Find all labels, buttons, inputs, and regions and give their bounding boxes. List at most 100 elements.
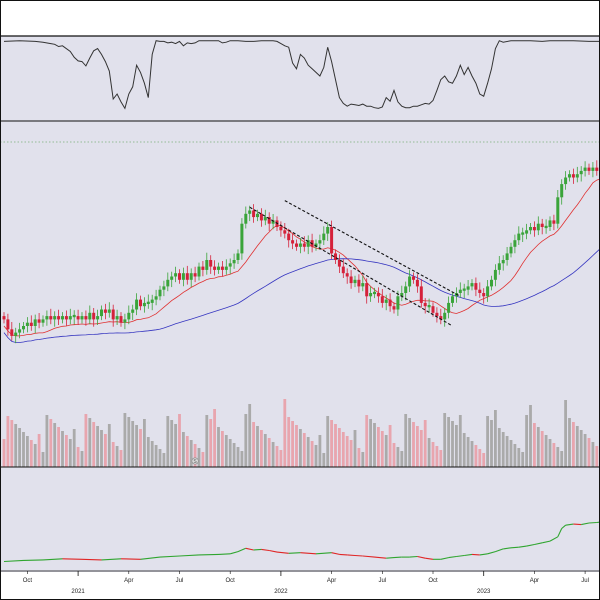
volume-bar [185, 436, 189, 467]
candle-body [431, 306, 435, 313]
candle-body [166, 279, 170, 287]
candle-body [415, 279, 419, 287]
volume-bar [521, 452, 525, 467]
rs-line-segment [518, 545, 527, 548]
volume-bar [412, 422, 415, 467]
month-tick-label: Apr [327, 578, 336, 584]
volume-bar [435, 446, 439, 467]
candle-body [10, 329, 14, 336]
candle-body [240, 223, 244, 254]
candle-body [96, 316, 100, 320]
volume-bar [431, 442, 435, 467]
volume-bar [575, 426, 579, 467]
rs-line-segment [269, 549, 278, 553]
candle-body [536, 223, 540, 231]
candle-body [595, 167, 599, 171]
rs-line-segment [409, 555, 418, 558]
candle-body [295, 243, 298, 247]
rs-line-segment [230, 551, 239, 555]
volume-bar [189, 440, 193, 467]
candle-body [322, 233, 326, 241]
candle-body [365, 283, 369, 297]
volume-bar [318, 435, 322, 467]
candle-body [263, 217, 267, 221]
volume-bar [501, 432, 505, 467]
candle-body [341, 266, 345, 274]
candle-body [84, 316, 88, 320]
candle-body [37, 319, 41, 323]
candle-body [14, 332, 18, 336]
rs-line-segment [300, 552, 317, 555]
volume-bar [213, 409, 216, 467]
volume-bar [224, 435, 228, 467]
channel-upper-line [284, 200, 461, 297]
volume-bar [299, 429, 302, 467]
candle-body [53, 316, 57, 320]
volume-bar [178, 414, 181, 467]
volume-bar [552, 443, 556, 467]
volume-bar [291, 421, 294, 467]
candle-body [279, 227, 283, 231]
volume-bar [513, 444, 517, 467]
volume-bar [29, 440, 33, 467]
candle-body [423, 302, 427, 307]
candle-body [330, 227, 334, 254]
candle-body [486, 286, 490, 297]
volume-bar [139, 429, 142, 467]
candle-body [529, 227, 532, 231]
candle-body [564, 177, 568, 185]
candle-body [72, 314, 76, 318]
candle-body [451, 296, 454, 303]
candle-body [384, 299, 388, 303]
candle-body [103, 309, 107, 313]
volume-bar [37, 434, 41, 467]
volume-bar [2, 439, 6, 467]
volume-bar [111, 442, 115, 467]
candle-body [100, 309, 103, 317]
candle-body [33, 319, 37, 326]
rs-line-segment [245, 547, 254, 551]
candle-body [568, 174, 571, 178]
volume-bar [84, 414, 88, 467]
volume-bar [18, 428, 21, 467]
candle-body [447, 302, 451, 313]
volume-bar [68, 439, 72, 467]
volume-bar [131, 421, 135, 467]
volume-bar [419, 430, 423, 467]
rs-line-segment [3, 559, 24, 563]
volume-bar [470, 441, 474, 467]
volume-bar [170, 420, 174, 467]
volume-bar [107, 424, 111, 467]
candle-body [337, 260, 341, 267]
candle-body [357, 279, 361, 287]
rs-line-segment [393, 556, 402, 559]
candle-body [482, 293, 486, 297]
volume-bar [439, 450, 443, 467]
rs-line-segment [495, 548, 504, 553]
rs-line-segment [425, 557, 434, 560]
volume-bar [572, 422, 575, 467]
volume-bar [209, 419, 213, 467]
rs-line-segment [374, 556, 387, 559]
rs-line-segment [557, 528, 563, 538]
candle-body [376, 293, 380, 297]
volume-bar [427, 438, 431, 467]
candle-body [400, 293, 404, 297]
candle-body [174, 273, 178, 277]
rs-line-segment [315, 552, 332, 555]
rs-line-segment [510, 546, 519, 549]
volume-bar [392, 443, 396, 467]
volume-bar [322, 453, 326, 467]
volume-marker-circle [191, 457, 199, 465]
candle-body [61, 316, 64, 320]
candle-body [314, 243, 318, 247]
candle-body [353, 279, 357, 284]
candle-body [150, 299, 154, 303]
volume-bar [45, 415, 49, 467]
candle-body [189, 273, 193, 280]
volume-bar [127, 417, 131, 467]
moving-averages [3, 178, 600, 343]
candle-body [248, 210, 252, 214]
candle-body [6, 319, 10, 330]
candle-body [493, 269, 497, 280]
